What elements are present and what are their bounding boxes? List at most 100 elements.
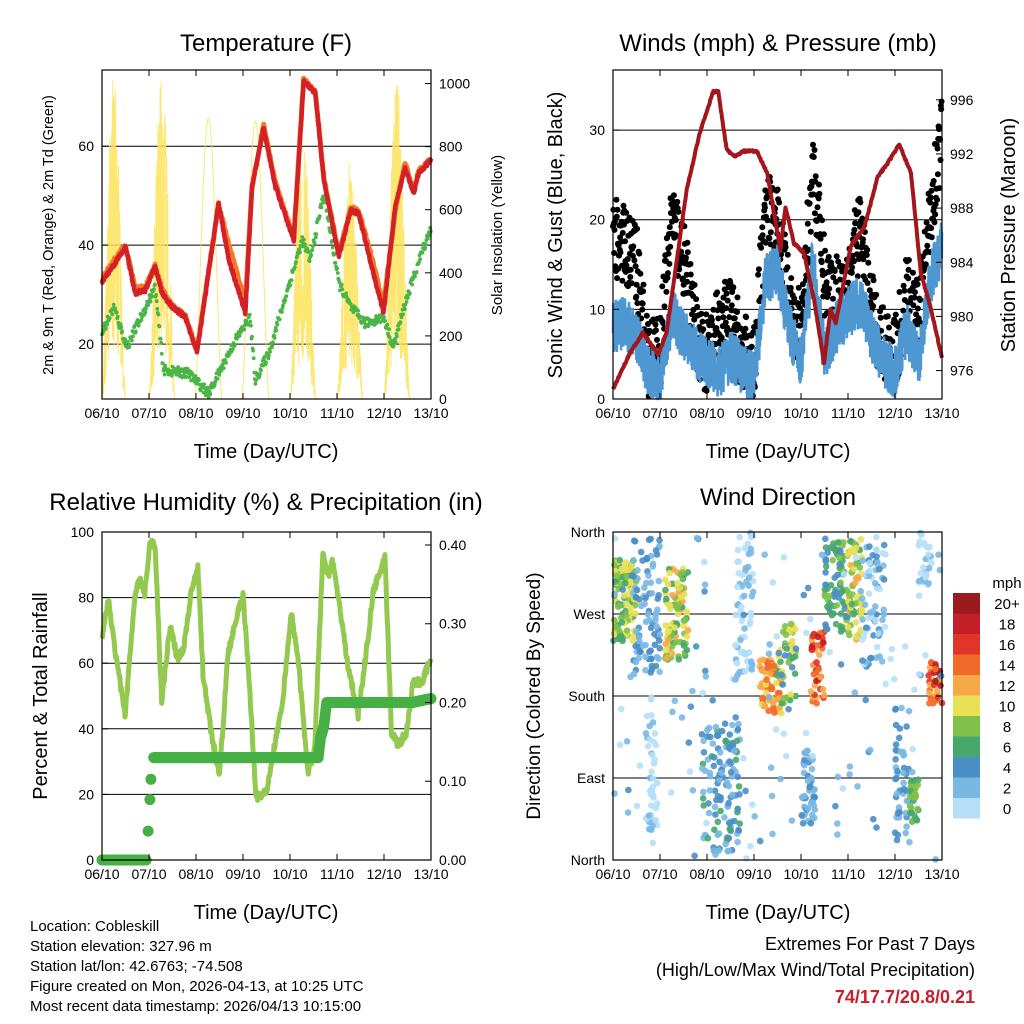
wind-direction-point — [734, 726, 742, 733]
wind-direction-point — [706, 772, 714, 780]
gust-point — [822, 247, 829, 254]
wind-direction-point — [664, 600, 672, 608]
gust-point — [813, 218, 820, 224]
wind-direction-point — [655, 592, 662, 599]
gust-point — [936, 126, 942, 133]
wind-direction-point — [664, 654, 671, 662]
wind-direction-point — [783, 645, 790, 652]
wind-direction-point — [813, 700, 820, 707]
gust-point — [864, 246, 871, 253]
wind-direction-point — [909, 745, 916, 753]
gust-point — [631, 257, 638, 264]
dewpoint-point — [307, 259, 312, 264]
plot-frame — [101, 69, 432, 400]
wind-direction-point — [611, 590, 618, 598]
gust-point — [630, 243, 637, 250]
wind-direction-point — [816, 651, 823, 659]
dewpoint-point — [266, 356, 271, 361]
gust-point — [764, 217, 771, 224]
wind-direction-point — [741, 625, 748, 632]
humidity-xlabel: Time (Day/UTC) — [194, 902, 339, 924]
y2-tick-label: 0.20 — [439, 694, 466, 710]
gust-point — [659, 283, 666, 290]
dewpoint-point — [426, 236, 430, 241]
wind-direction-point — [630, 573, 637, 580]
solar-insolation-line — [194, 117, 223, 400]
wind-direction-point — [649, 775, 657, 782]
gust-point — [665, 250, 672, 257]
gust-point — [892, 311, 899, 318]
dewpoint-point — [159, 340, 164, 345]
dewpoint-point — [158, 336, 163, 341]
dewpoint-point — [254, 378, 258, 383]
y2-tick-label: 0 — [439, 391, 447, 407]
wind-direction-point — [847, 537, 854, 545]
wind-direction-point — [854, 783, 861, 790]
wind-direction-point — [735, 826, 742, 834]
wind-direction-point — [632, 658, 640, 666]
dewpoint-point — [108, 316, 112, 320]
dewpoint-point — [202, 382, 207, 387]
wind-direction-point — [777, 658, 784, 665]
gust-point — [724, 297, 731, 304]
wind-direction-point — [911, 790, 918, 798]
wind-direction-point — [781, 652, 789, 659]
wind-direction-point — [749, 801, 756, 808]
wind-direction-point — [866, 567, 874, 574]
gust-point — [830, 295, 836, 302]
x-tick-label: 06/10 — [84, 866, 119, 882]
wind-direction-point — [675, 656, 683, 663]
gust-point — [928, 234, 935, 241]
wind-direction-point — [652, 613, 659, 620]
gust-point — [703, 387, 710, 394]
gust-point — [837, 276, 844, 283]
wind-direction-point — [651, 630, 658, 638]
wind-direction-point — [725, 799, 732, 807]
extremes-values: 74/17.7/20.8/0.21 — [834, 987, 975, 1007]
dewpoint-point — [305, 247, 310, 251]
gust-point — [816, 190, 823, 197]
humidity-line — [99, 537, 434, 803]
wind-direction-point — [743, 855, 750, 862]
gust-point — [811, 210, 818, 217]
wind-direction-point — [736, 533, 743, 541]
wind-direction-point — [821, 586, 829, 593]
gust-point — [679, 275, 686, 282]
wind-direction-point — [873, 546, 880, 553]
wind-direction-point — [792, 645, 800, 652]
wind-direction-point — [915, 542, 922, 549]
gust-point — [674, 198, 681, 205]
wind-direction-point — [893, 836, 901, 844]
legend-swatch — [953, 798, 980, 819]
x-tick-label: 08/10 — [178, 866, 213, 882]
wind-direction-point — [767, 764, 775, 771]
dewpoint-point — [340, 287, 345, 292]
dewpoint-point — [251, 356, 256, 361]
dewpoint-point — [293, 265, 297, 269]
wind-direction-point — [738, 603, 745, 611]
wind-direction-point — [664, 628, 671, 636]
gust-point — [632, 263, 639, 270]
gust-point — [914, 281, 921, 288]
wind-direction-point — [787, 691, 795, 698]
gust-point — [928, 225, 935, 232]
wind-direction-point — [618, 619, 626, 626]
gust-point — [694, 303, 701, 310]
dewpoint-point — [150, 294, 155, 299]
gust-point — [620, 202, 627, 209]
wind-direction-point — [671, 697, 679, 705]
gust-point — [726, 314, 733, 321]
y2-tick-label: 984 — [950, 254, 974, 270]
gust-point — [633, 293, 640, 300]
wind-direction-point — [934, 694, 942, 701]
gust-point — [666, 260, 673, 267]
wind-direction-point — [718, 769, 725, 776]
wind-direction-point — [703, 819, 710, 827]
sustained-wind-line — [611, 222, 944, 401]
wind-direction-point — [717, 794, 724, 801]
wind-direction-point — [636, 762, 644, 769]
wind-direction-point — [852, 554, 860, 561]
gust-point — [858, 244, 865, 251]
dewpoint-point — [250, 334, 254, 339]
